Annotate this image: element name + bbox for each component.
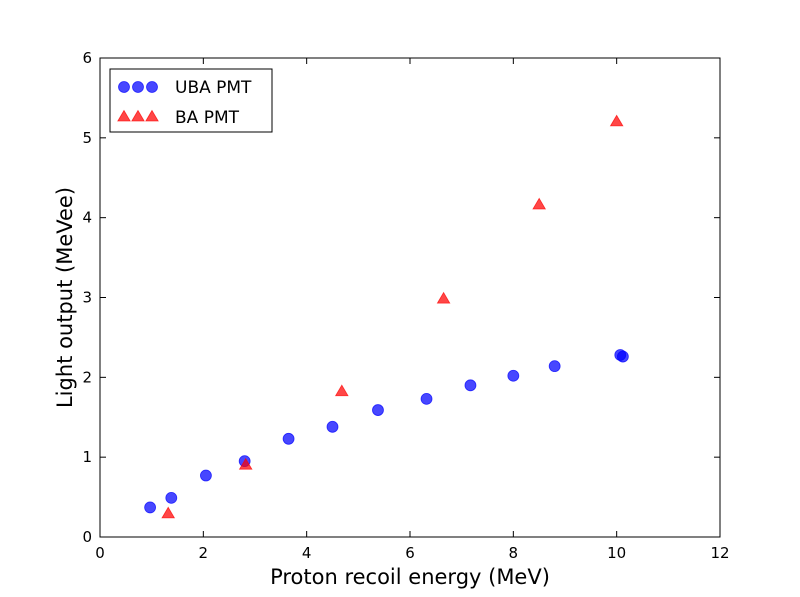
ba-pmt-point [238, 457, 253, 470]
y-tick-label: 4 [82, 209, 92, 227]
uba-pmt-point [144, 501, 157, 514]
y-tick-label: 6 [82, 49, 92, 67]
x-axis-title: Proton recoil energy (MeV) [270, 565, 550, 589]
uba-pmt-point [548, 360, 561, 373]
y-tick-label: 0 [82, 528, 92, 546]
ba-pmt-point [334, 384, 349, 397]
y-tick-label: 1 [82, 448, 92, 466]
uba-pmt-point [507, 369, 520, 382]
legend-uba-pmt-label: UBA PMT [175, 78, 252, 98]
legend-ba-pmt-marker [145, 109, 159, 122]
x-tick-label: 6 [405, 544, 415, 562]
uba-pmt-point [372, 404, 384, 416]
legend-uba-pmt-marker [132, 81, 144, 93]
uba-pmt-point [165, 491, 178, 504]
legend-ba-pmt-marker [131, 109, 145, 122]
x-tick-label: 12 [710, 544, 729, 562]
legend-ba-pmt-marker [117, 109, 131, 122]
ba-pmt-point [436, 291, 451, 304]
x-tick-label: 0 [95, 544, 105, 562]
uba-pmt-point [282, 432, 295, 445]
y-tick-label: 3 [82, 289, 92, 307]
x-tick-label: 4 [302, 544, 312, 562]
uba-pmt-point [420, 392, 433, 405]
legend-uba-pmt-marker [146, 81, 158, 93]
plot-frame [99, 57, 721, 538]
x-tick-label: 10 [607, 544, 626, 562]
y-tick-label: 5 [82, 129, 92, 147]
ba-pmt-point [161, 506, 176, 519]
x-tick-label: 2 [199, 544, 209, 562]
legend-uba-pmt-marker [118, 81, 130, 93]
ba-pmt-point [532, 197, 547, 210]
ba-pmt-point [609, 114, 624, 127]
uba-pmt-point [326, 420, 339, 433]
legend-ba-pmt-label: BA PMT [175, 108, 240, 128]
y-tick-label: 2 [82, 368, 92, 386]
uba-pmt-point [464, 379, 477, 392]
y-axis-title: Light output (MeVee) [53, 187, 77, 408]
uba-pmt-point [200, 469, 212, 482]
x-tick-label: 8 [509, 544, 519, 562]
uba-pmt-point [616, 350, 629, 363]
legend-box [109, 68, 273, 133]
